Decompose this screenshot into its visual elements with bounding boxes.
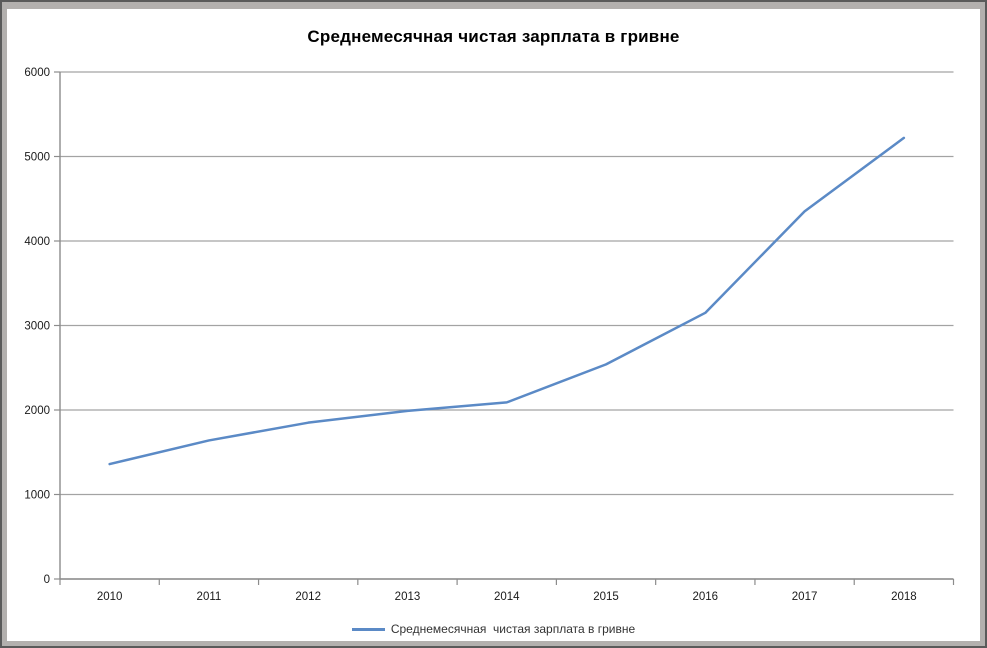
- chart-canvas: Среднемесячная чистая зарплата в гривне …: [7, 9, 980, 641]
- x-tick-label: 2016: [693, 591, 719, 603]
- x-tick-label: 2010: [97, 591, 123, 603]
- chart-title: Среднемесячная чистая зарплата в гривне: [307, 27, 680, 46]
- y-tick-label: 0: [44, 574, 50, 586]
- x-tick-label: 2018: [891, 591, 917, 603]
- y-tick-label: 4000: [24, 236, 50, 248]
- legend-line-marker: [351, 627, 385, 631]
- x-tick-label: 2012: [295, 591, 321, 603]
- line-chart-plot-area: 0 1000 2000 3000 4000 5000 6000 2010 2011 2012 201…: [24, 67, 955, 603]
- x-tick-label: 2015: [593, 591, 619, 603]
- series-line: [108, 136, 906, 466]
- y-tick-label: 5000: [24, 152, 50, 164]
- y-tick-label: 3000: [24, 321, 50, 333]
- y-tick-label: 2000: [24, 405, 50, 417]
- y-tick-label: 6000: [24, 67, 50, 79]
- x-tick-label: 2017: [792, 591, 818, 603]
- legend-series-label: Среднемесячная чистая зарплата в гривне: [390, 622, 636, 636]
- x-tick-label: 2011: [197, 591, 222, 603]
- chart-legend: Среднемесячная чистая зарплата в гривне: [7, 622, 980, 636]
- x-tick-label: 2014: [494, 591, 520, 603]
- x-tick-label: 2013: [395, 591, 421, 603]
- y-tick-label: 1000: [24, 490, 50, 502]
